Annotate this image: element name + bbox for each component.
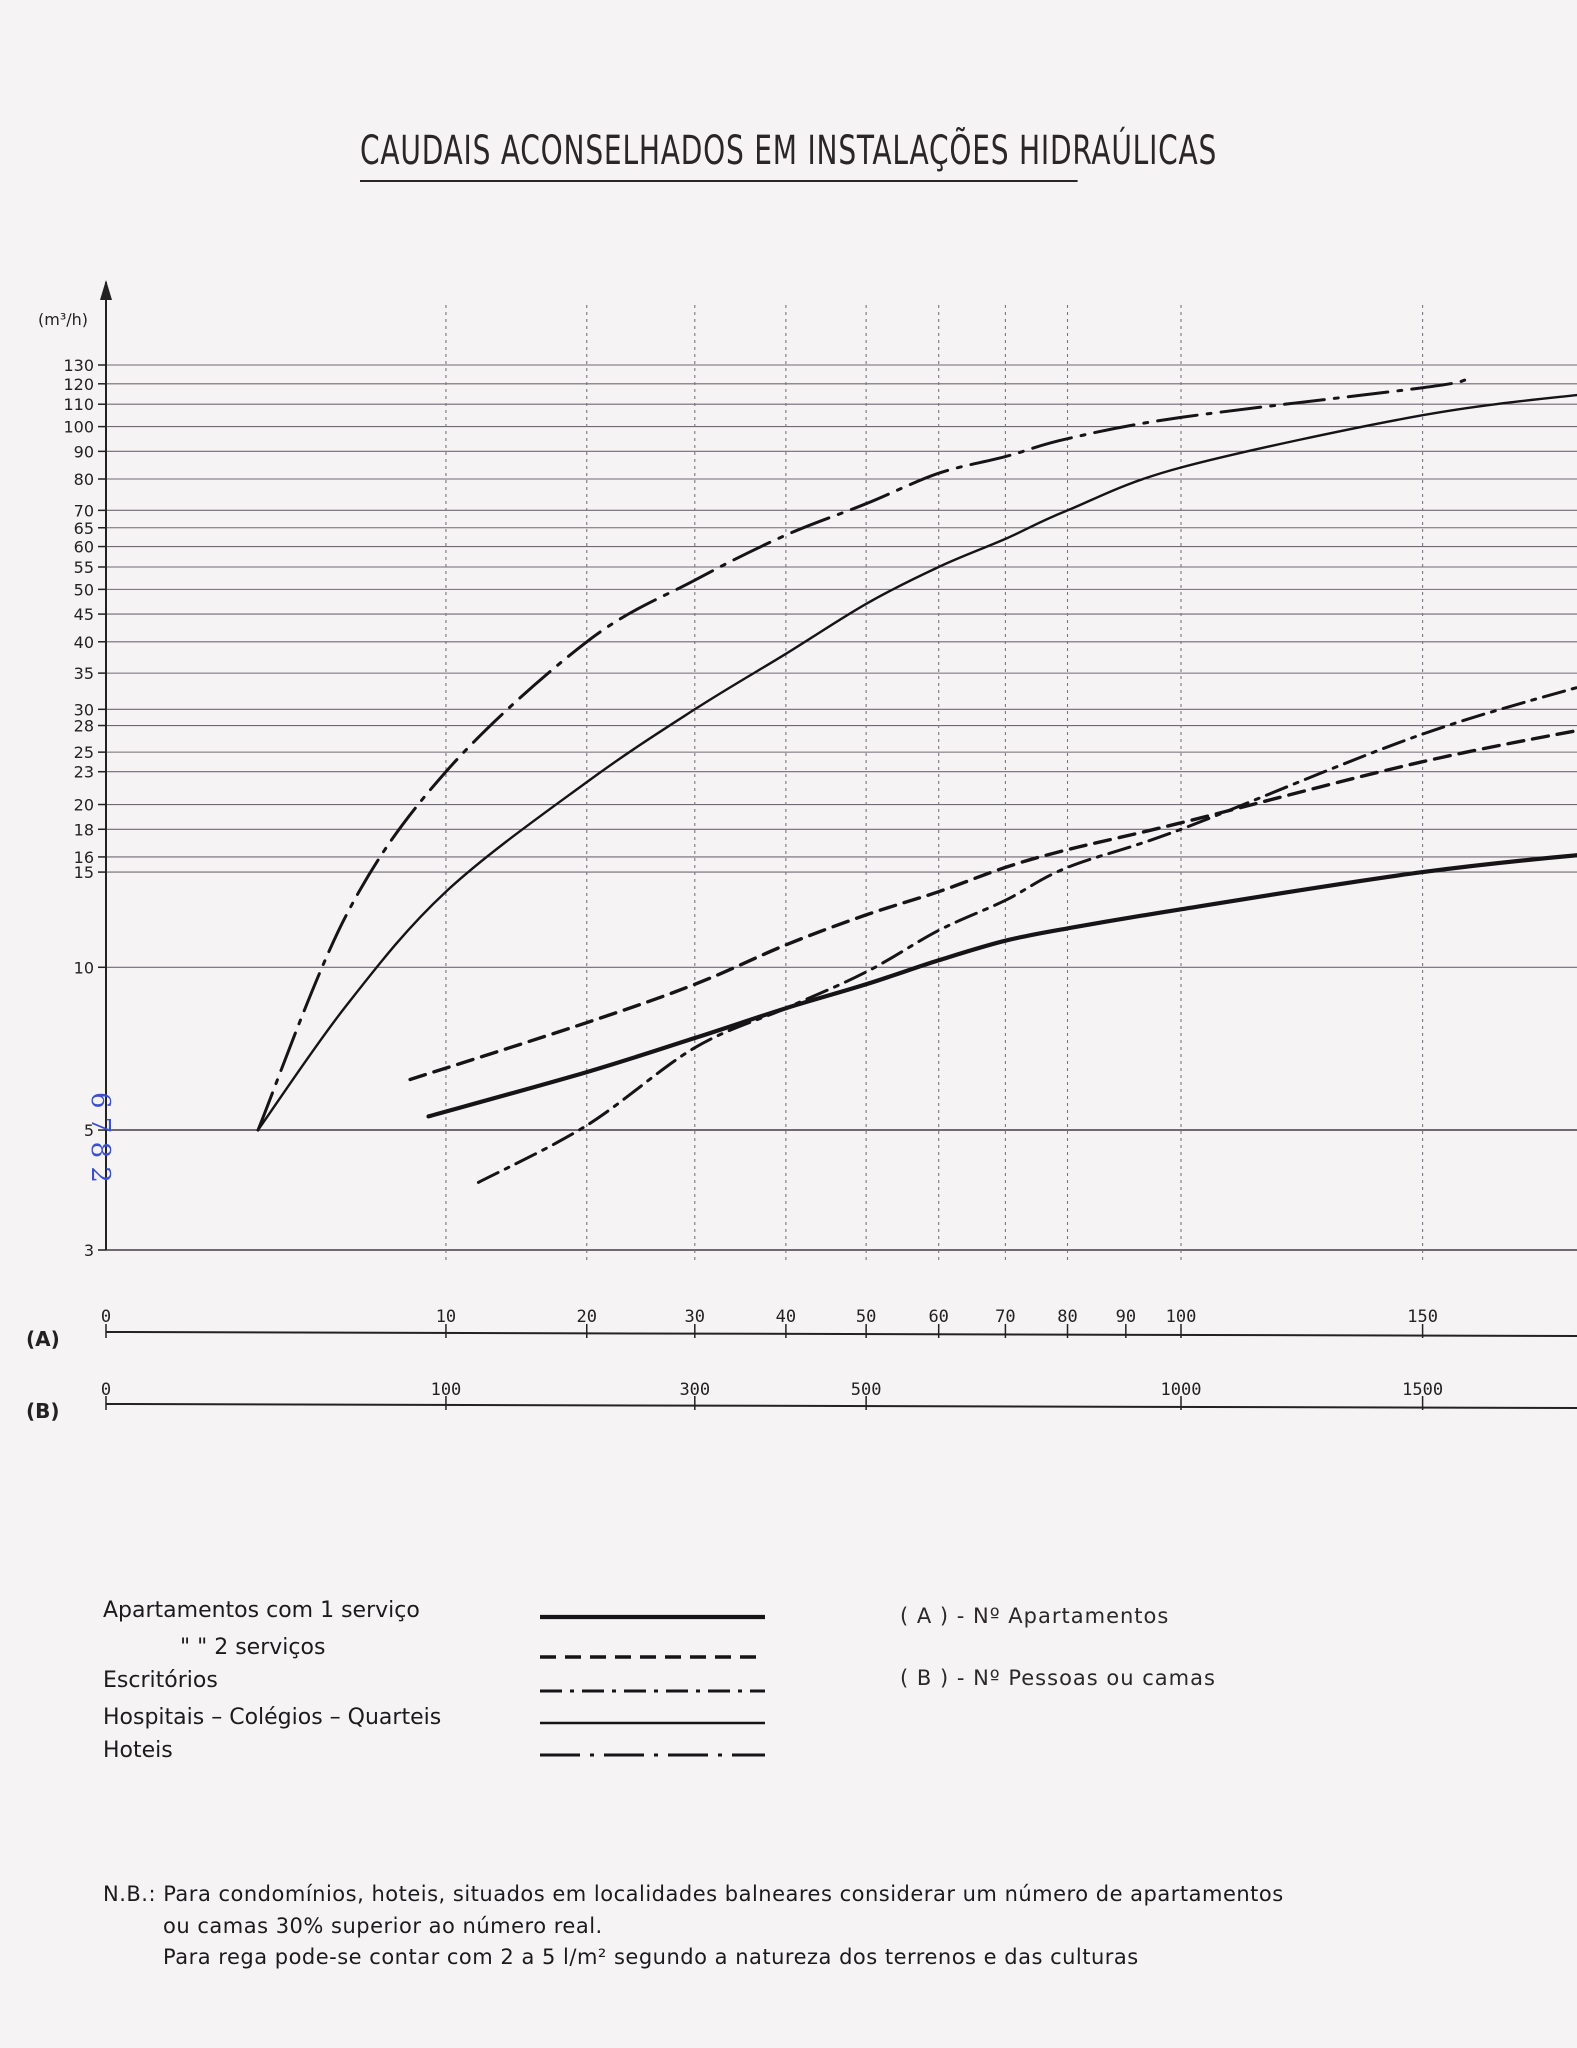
note-line-1: N.B.: Para condomínios, hoteis, situados…	[103, 1882, 1284, 1906]
axis-b-tick-label: 1500	[1402, 1380, 1443, 1400]
legend-label-hospitals: Hospitais – Colégios – Quarteis	[103, 1705, 442, 1730]
series-apartments-1-service	[426, 853, 1577, 1119]
y-tick-label: 16	[74, 848, 94, 867]
axis-b-tick-label: 0	[101, 1380, 111, 1400]
series-apartments-2-services	[408, 728, 1577, 1082]
axis-a-tick-label: 40	[776, 1307, 796, 1327]
legend-line-samples	[540, 1614, 765, 1757]
series-offices	[476, 685, 1577, 1184]
chart-title: CAUDAIS ACONSELHADOS EM INSTALAÇÕES HIDR…	[360, 128, 1216, 182]
y-tick-label: 70	[74, 501, 94, 520]
y-tick-label: 50	[74, 580, 94, 599]
y-tick-label: 120	[63, 375, 94, 394]
axis-a-tick-label: 0	[101, 1307, 111, 1327]
axis-a-tick-label: 30	[685, 1307, 705, 1327]
axis-a-tick-label: 20	[577, 1307, 597, 1327]
y-tick-label: 5	[84, 1121, 94, 1140]
y-tick-label: 80	[74, 470, 94, 489]
axis-b-label: (B)	[26, 1399, 60, 1423]
chart-axes: (m³/h)3510151618202325283035404550556065…	[26, 280, 1577, 1423]
axis-a-line	[105, 1331, 1577, 1337]
y-tick-label: 130	[63, 356, 94, 375]
axis-a-tick-label: 70	[995, 1307, 1015, 1327]
y-axis-arrow	[100, 280, 112, 300]
y-tick-label: 90	[74, 442, 94, 461]
axis-a-tick-label: 150	[1407, 1307, 1438, 1327]
y-tick-label: 10	[74, 958, 94, 977]
axis-b-tick-label: 100	[431, 1380, 462, 1400]
axis-a-key: ( A ) - Nº Apartamentos	[900, 1604, 1170, 1628]
axis-a-tick-label: 10	[436, 1307, 456, 1327]
axis-b-tick-label: 300	[679, 1380, 710, 1400]
y-tick-label: 25	[74, 743, 94, 762]
y-tick-label: 18	[74, 820, 94, 839]
y-tick-label: 35	[74, 664, 94, 683]
legend-label-hotels: Hoteis	[103, 1738, 173, 1763]
y-tick-label: 20	[74, 796, 94, 815]
y-tick-label: 65	[74, 519, 94, 538]
axis-b-key: ( B ) - Nº Pessoas ou camas	[900, 1666, 1216, 1690]
y-tick-label: 45	[74, 605, 94, 624]
axis-b-line	[105, 1403, 1577, 1409]
axis-a-tick-label: 90	[1116, 1307, 1136, 1327]
series-hospitals	[256, 393, 1577, 1132]
y-tick-label: 60	[74, 538, 94, 557]
legend-label-offices: Escritórios	[103, 1668, 218, 1693]
axis-b-tick-label: 500	[851, 1380, 882, 1400]
axis-a-tick-label: 60	[928, 1307, 948, 1327]
axis-a-label: (A)	[26, 1327, 60, 1351]
legend-label-apartments-1: Apartamentos com 1 serviço	[103, 1598, 420, 1623]
legend-label-apartments-2: " " 2 serviços	[180, 1635, 326, 1660]
y-tick-label: 55	[74, 558, 94, 577]
chart-grid	[106, 305, 1577, 1262]
y-tick-label: 23	[74, 763, 94, 782]
y-tick-label: 15	[74, 863, 94, 882]
axis-a-tick-label: 80	[1057, 1307, 1077, 1327]
handwritten-margin-note: 6 7 8 2	[85, 1092, 115, 1183]
y-tick-label: 30	[74, 700, 94, 719]
chart-series	[256, 378, 1577, 1184]
axis-a-tick-label: 100	[1166, 1307, 1197, 1327]
y-tick-label: 28	[74, 717, 94, 736]
series-hotels	[256, 378, 1468, 1132]
note-line-2: ou camas 30% superior ao número real.	[163, 1914, 603, 1938]
y-axis-label: (m³/h)	[38, 310, 88, 329]
y-tick-label: 100	[63, 418, 94, 437]
y-tick-label: 110	[63, 395, 94, 414]
note-line-3: Para rega pode-se contar com 2 a 5 l/m² …	[163, 1945, 1139, 1969]
axis-a-tick-label: 50	[856, 1307, 876, 1327]
axis-b-tick-label: 1000	[1161, 1380, 1202, 1400]
y-tick-label: 3	[84, 1241, 94, 1260]
y-tick-label: 40	[74, 633, 94, 652]
